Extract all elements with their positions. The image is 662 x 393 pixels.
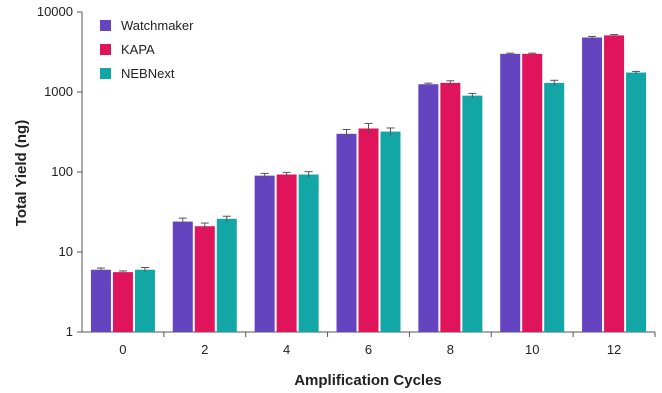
bar [582,37,603,332]
legend-label: Watchmaker [121,18,194,33]
y-tick-label: 100 [51,164,73,179]
bar [358,128,379,332]
bar [112,272,133,332]
legend: Watchmaker KAPA NEBNext [100,18,194,81]
x-tick-label: 12 [607,342,621,357]
bar [336,133,357,332]
bars [90,34,647,333]
y-tick-label: 10 [59,244,73,259]
x-tick-label: 6 [365,342,372,357]
x-axis-title: Amplification Cycles [294,372,442,389]
bar [216,218,237,332]
x-tick-label: 0 [119,342,126,357]
bar [134,269,155,332]
y-axis-title: Total Yield (ng) [13,120,30,226]
bar [544,82,565,333]
x-tick-label: 10 [525,342,539,357]
bar [172,221,193,332]
bar [500,53,521,333]
bar [194,226,215,332]
bar [462,95,483,332]
legend-swatch [100,68,111,79]
legend-swatch [100,20,111,31]
bar [440,82,461,333]
y-tick-label: 1 [66,324,73,339]
x-tick-label: 4 [283,342,290,357]
bar [380,131,401,332]
y-axis: 1 10 100 1000 10000 [37,4,83,339]
bar [604,35,625,333]
x-tick-label: 8 [447,342,454,357]
y-tick-label: 10000 [37,4,73,19]
bar [276,174,297,332]
legend-swatch [100,44,111,55]
bar [90,269,111,332]
y-tick-label: 1000 [44,84,73,99]
bar [522,53,543,333]
bar [626,72,647,333]
legend-label: NEBNext [121,66,175,81]
bar [298,174,319,332]
bar [418,84,439,333]
legend-label: KAPA [121,42,155,57]
bar [254,175,275,332]
x-axis: 0 2 4 6 8 10 12 [82,331,656,357]
x-tick-label: 2 [201,342,208,357]
